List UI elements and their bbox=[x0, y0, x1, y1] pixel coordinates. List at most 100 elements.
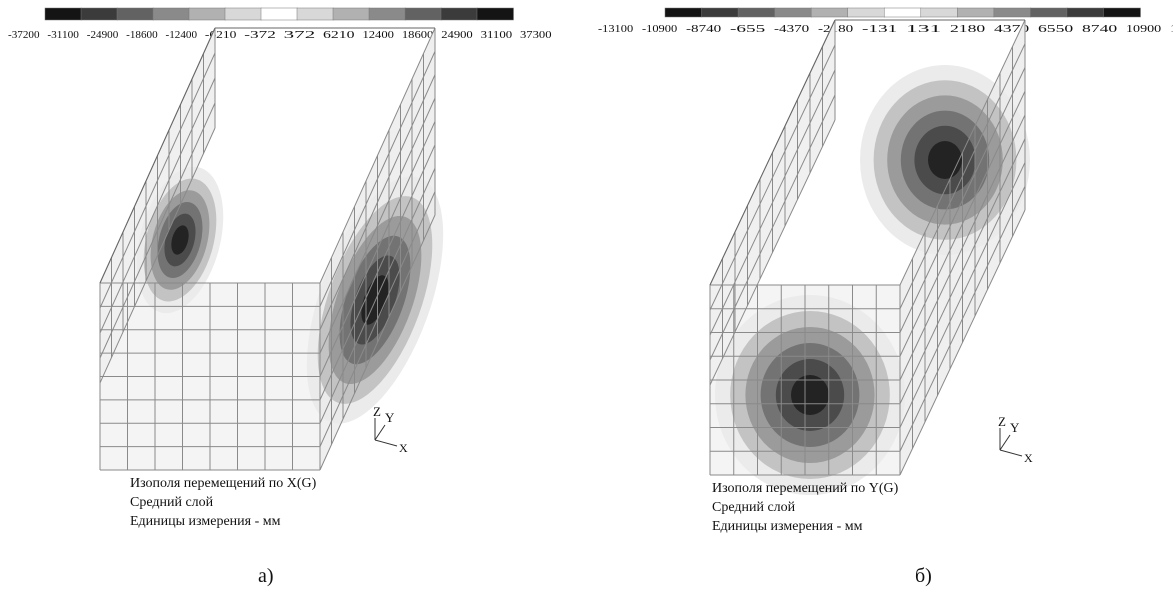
contour bbox=[171, 225, 189, 255]
mesh-line bbox=[899, 186, 1026, 452]
axis-label: Z bbox=[998, 414, 1006, 429]
mesh-line bbox=[899, 162, 1026, 428]
scale-label: -37200 bbox=[8, 29, 40, 41]
scale-label: -655 bbox=[730, 23, 766, 35]
legend-swatch bbox=[476, 7, 514, 21]
mesh-line bbox=[709, 44, 836, 311]
scale-label: 6210 bbox=[323, 29, 355, 41]
legend-swatch bbox=[957, 7, 995, 18]
mesh-line bbox=[99, 102, 216, 359]
panel-label: б) bbox=[915, 565, 932, 587]
axis-icon bbox=[999, 449, 1023, 457]
scale-label: 31100 bbox=[481, 29, 513, 41]
scale-label: -4370 bbox=[774, 23, 810, 35]
scale-label: -10900 bbox=[642, 23, 678, 35]
legend-swatch bbox=[260, 7, 298, 21]
legend-swatch bbox=[1030, 7, 1068, 18]
axis-icon bbox=[374, 439, 398, 447]
legend-swatch bbox=[847, 7, 885, 18]
scale-label: 131 bbox=[906, 23, 941, 35]
legend-swatch bbox=[296, 7, 334, 21]
scale-label: -31100 bbox=[47, 29, 79, 41]
legend-swatch bbox=[116, 7, 154, 21]
legend-swatch bbox=[774, 7, 812, 18]
panel-label: а) bbox=[258, 565, 274, 587]
legend-swatch bbox=[440, 7, 478, 21]
scale-label: 12400 bbox=[362, 29, 394, 41]
scale-label: 37300 bbox=[520, 29, 552, 41]
scale-label: 8740 bbox=[1082, 23, 1118, 35]
scale-label: -24900 bbox=[87, 29, 119, 41]
mesh-line bbox=[319, 97, 436, 354]
legend-swatch bbox=[993, 7, 1032, 18]
mesh-line bbox=[99, 127, 216, 384]
scale-label: -372 bbox=[244, 29, 276, 41]
axis-label: Y bbox=[385, 410, 395, 425]
legend-swatch bbox=[810, 7, 849, 18]
legend-swatch bbox=[224, 7, 262, 21]
scale-label: -13100 bbox=[598, 23, 634, 35]
scale-label: 10900 bbox=[1126, 23, 1162, 35]
mesh-line bbox=[899, 138, 1026, 404]
mesh-line bbox=[319, 168, 436, 424]
scale-label: -131 bbox=[862, 23, 897, 35]
mesh-line bbox=[319, 51, 436, 307]
mesh-line bbox=[899, 19, 1026, 286]
caption-line: Изополя перемещений по X(G) bbox=[130, 476, 317, 491]
scale-label: 18600 bbox=[402, 29, 434, 41]
contour bbox=[791, 375, 829, 415]
legend-swatch bbox=[152, 7, 190, 21]
mesh-line bbox=[709, 119, 836, 386]
box-edge bbox=[99, 27, 216, 284]
legend-swatch bbox=[1066, 7, 1105, 18]
axis-icon bbox=[999, 434, 1011, 451]
caption-line: Единицы измерения - мм bbox=[712, 519, 863, 534]
scale-label: 24900 bbox=[441, 29, 473, 41]
legend-swatch bbox=[701, 7, 739, 18]
mesh-line bbox=[899, 43, 1026, 309]
mesh-line bbox=[899, 67, 1026, 333]
contour bbox=[361, 275, 389, 325]
axis-icon bbox=[374, 424, 386, 441]
legend-swatch bbox=[368, 7, 406, 21]
contour bbox=[928, 141, 962, 179]
scale-label: 2180 bbox=[950, 23, 986, 35]
caption-line: Средний слой bbox=[130, 495, 214, 510]
axis-label: Z bbox=[373, 404, 381, 419]
scale-label: -12400 bbox=[166, 29, 198, 41]
legend-swatch bbox=[404, 7, 442, 21]
scale-label: -18600 bbox=[126, 29, 158, 41]
axis-label: X bbox=[1024, 451, 1033, 465]
scale-label: 13100 bbox=[1170, 23, 1173, 35]
caption-line: Средний слой bbox=[712, 500, 796, 515]
mesh-line bbox=[709, 69, 836, 336]
legend-swatch bbox=[664, 7, 703, 18]
scale-label: -8740 bbox=[686, 23, 722, 35]
mesh-line bbox=[899, 114, 1026, 381]
legend-swatch bbox=[44, 7, 82, 21]
mesh-line bbox=[319, 121, 436, 377]
mesh-line bbox=[99, 52, 216, 309]
legend-swatch bbox=[883, 7, 922, 18]
mesh-line bbox=[99, 77, 216, 334]
caption-line: Единицы измерения - мм bbox=[130, 514, 281, 529]
legend-swatch bbox=[920, 7, 959, 18]
box-edge bbox=[709, 19, 836, 286]
caption-line: Изополя перемещений по Y(G) bbox=[712, 481, 899, 496]
mesh-line bbox=[709, 94, 836, 361]
panel: -37200 -31100 -24900 -18600 -12400 -6210 -372 3… bbox=[8, 7, 552, 587]
mesh-line bbox=[899, 91, 1026, 357]
legend-swatch bbox=[1103, 7, 1141, 18]
scale-label: 6550 bbox=[1038, 23, 1074, 35]
legend-swatch bbox=[332, 7, 370, 21]
mesh-line bbox=[319, 74, 436, 330]
legend-swatch bbox=[737, 7, 776, 18]
mesh-line bbox=[319, 191, 436, 447]
legend-swatch bbox=[80, 7, 118, 21]
legend-swatch bbox=[188, 7, 226, 21]
axis-label: X bbox=[399, 441, 408, 455]
scale-label: -2180 bbox=[818, 23, 854, 35]
scale-label: 372 bbox=[284, 29, 316, 41]
mesh-line bbox=[319, 27, 436, 284]
